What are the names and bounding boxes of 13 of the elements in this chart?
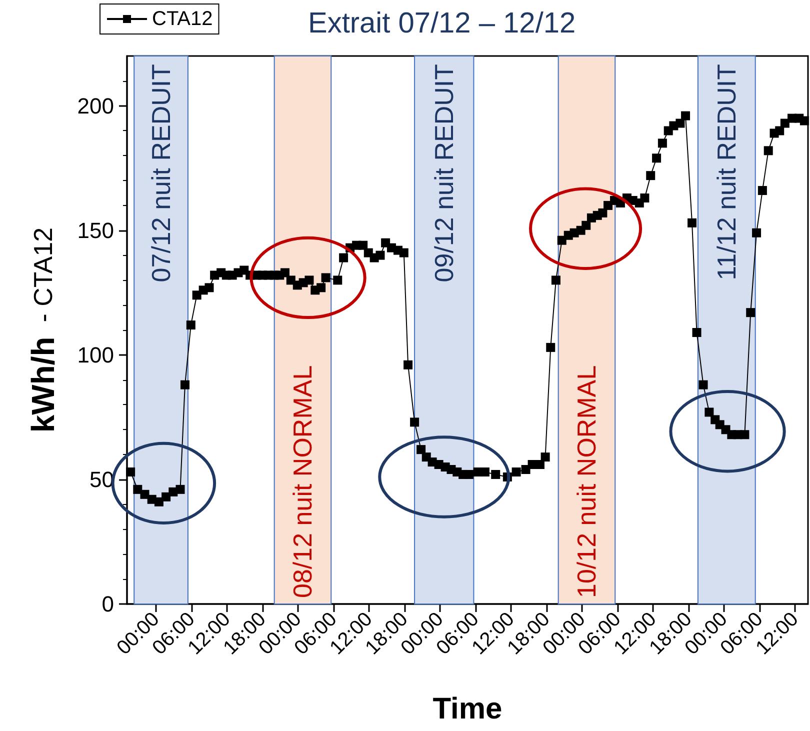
legend-label: CTA12 <box>152 8 213 30</box>
y-axis-title: kWh/h - CTA12 <box>25 227 61 433</box>
chart-title: Extrait 07/12 – 12/12 <box>308 8 576 40</box>
band-label: 09/12 nuit REDUIT <box>429 64 460 282</box>
y-tick-label: 150 <box>77 218 114 243</box>
y-tick-label: 200 <box>77 93 114 118</box>
y-tick-label: 0 <box>102 592 114 616</box>
x-axis-title: Time <box>432 692 502 726</box>
band-label: 07/12 nuit REDUIT <box>146 64 176 282</box>
band-label: 08/12 nuit NORMAL <box>288 365 318 598</box>
band-label: 10/12 nuit NORMAL <box>572 365 602 598</box>
band-label: 11/12 nuit REDUIT <box>712 64 742 280</box>
y-tick-label: 100 <box>77 342 114 368</box>
